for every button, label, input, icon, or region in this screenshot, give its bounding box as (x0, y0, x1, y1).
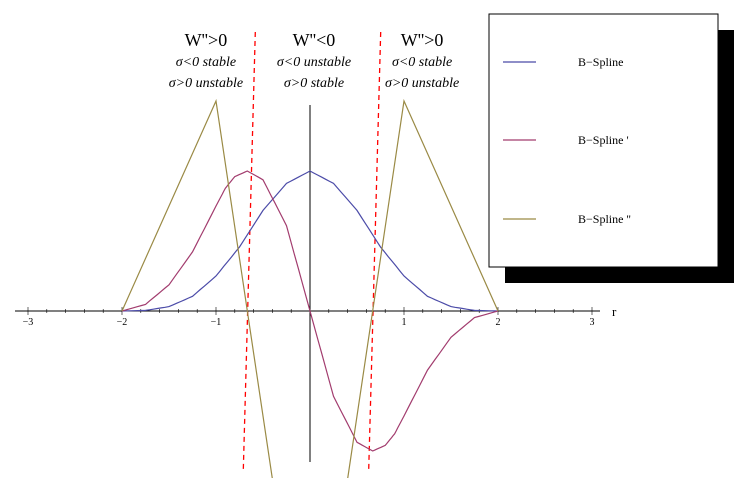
series-lines (121, 98, 499, 478)
x-tick-label: −2 (117, 317, 128, 328)
x-tick-label: 2 (496, 317, 501, 328)
legend-entry: B−Spline (578, 55, 623, 69)
legend-entry: B−Spline '' (578, 212, 631, 226)
x-tick-label: −1 (211, 317, 222, 328)
vertical-lines (242, 31, 382, 471)
region-title: W''<0 (293, 30, 336, 50)
series-line (121, 170, 499, 452)
region-condition: σ>0 stable (284, 76, 344, 91)
x-tick-label: 1 (402, 317, 407, 328)
region-condition: σ>0 unstable (169, 76, 243, 91)
region-title: W''>0 (185, 30, 228, 50)
region-condition: σ>0 unstable (385, 76, 459, 91)
legend: B−Spline B−Spline ' B−Spline '' (488, 13, 734, 283)
region-annotations: W''>0 σ<0 stable σ>0 unstable W''<0 σ<0 unst… (169, 30, 459, 91)
region-condition: σ<0 stable (176, 55, 236, 70)
vertical-dashed-line (242, 31, 256, 471)
x-tick-label: 3 (590, 317, 595, 328)
x-ticks: −3 −1 1 2 3 −2 (23, 307, 595, 328)
x-axis-label: r (612, 304, 617, 319)
x-tick-label: −3 (23, 317, 34, 328)
region-condition: σ<0 stable (392, 55, 452, 70)
series-line (121, 170, 499, 312)
legend-entry: B−Spline ' (578, 133, 629, 147)
vertical-dashed-line (368, 31, 382, 471)
axes: r (15, 105, 617, 462)
region-condition: σ<0 unstable (277, 55, 351, 70)
region-title: W''>0 (401, 30, 444, 50)
series-line (121, 98, 499, 478)
